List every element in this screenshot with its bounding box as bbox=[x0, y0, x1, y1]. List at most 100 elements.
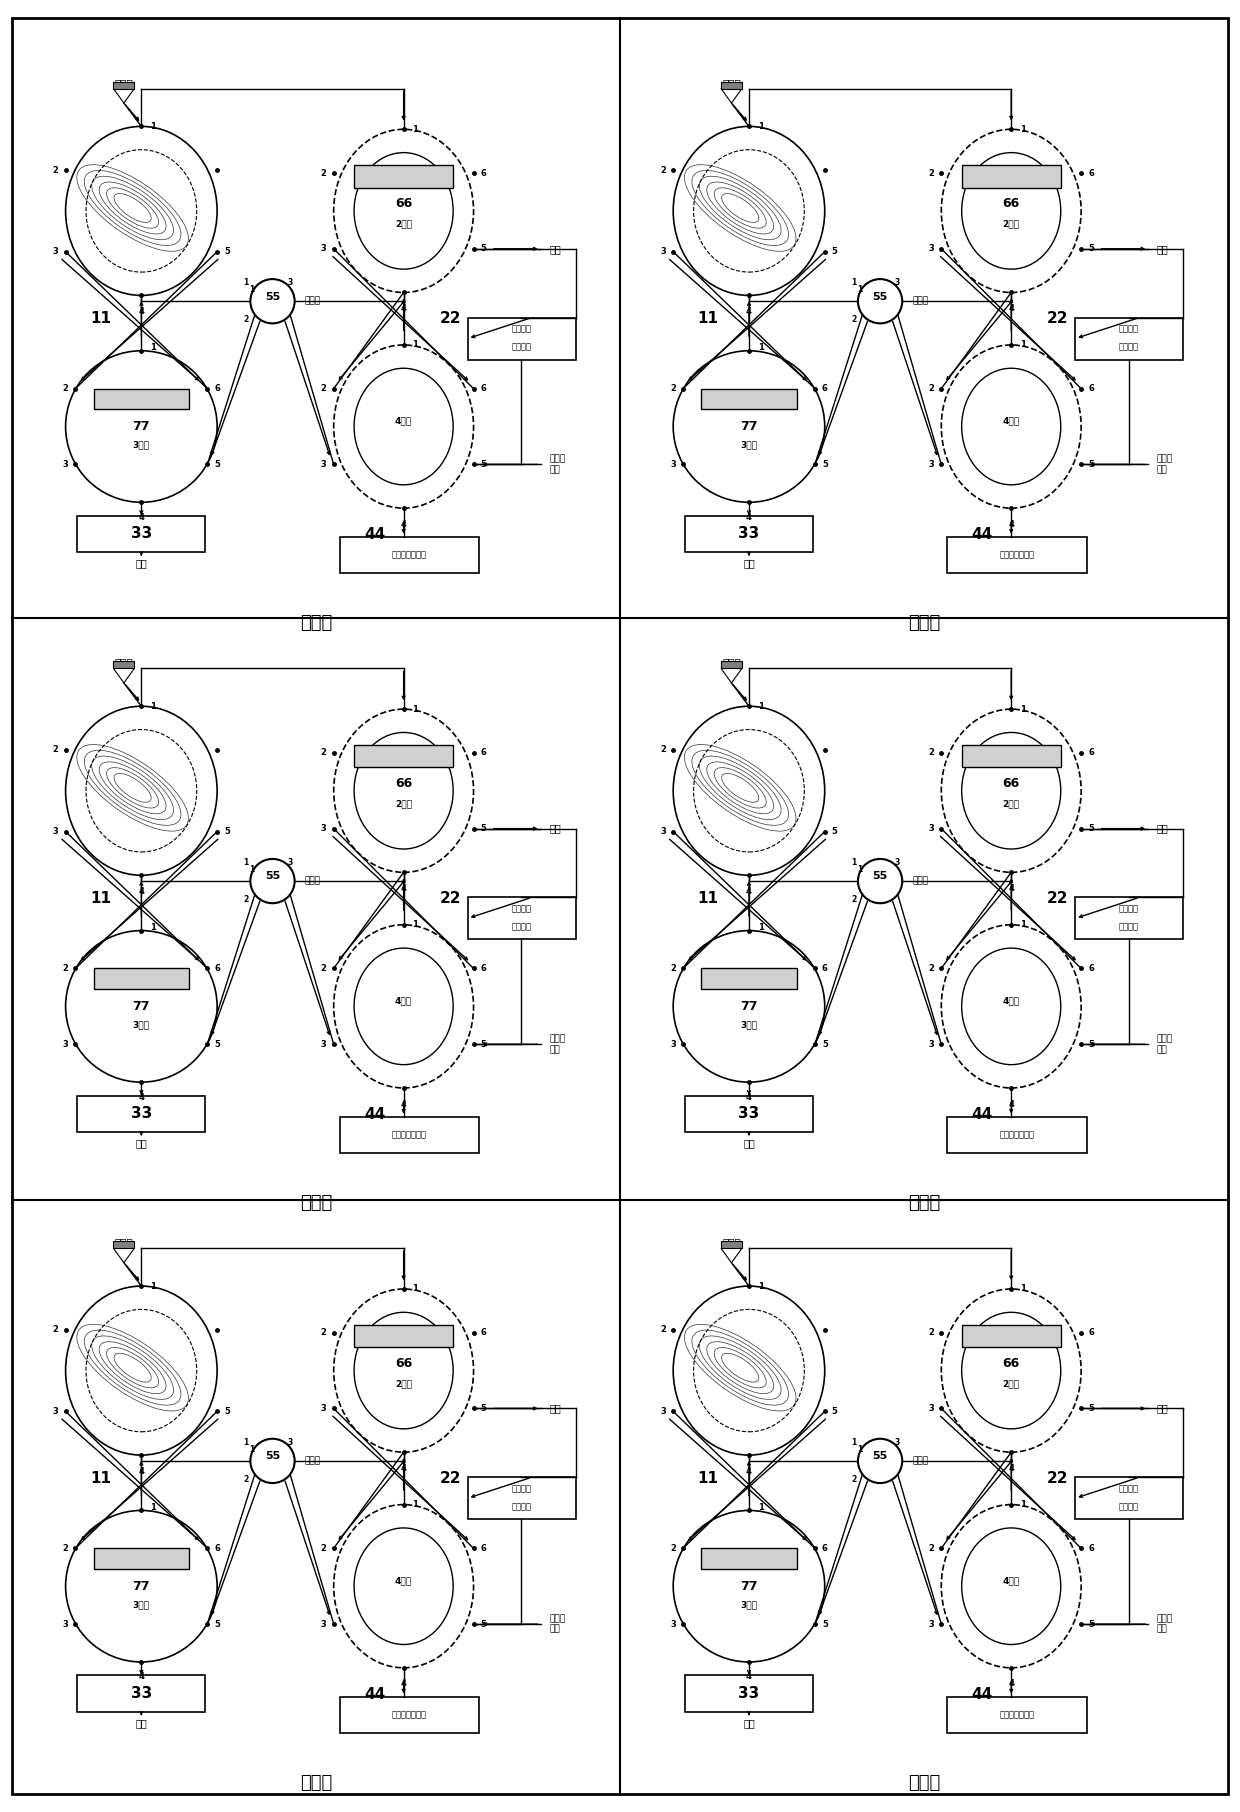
Text: 77: 77 bbox=[740, 420, 758, 433]
Text: 1: 1 bbox=[413, 920, 418, 930]
Text: 44: 44 bbox=[363, 1687, 386, 1701]
Circle shape bbox=[858, 859, 903, 902]
Text: 22: 22 bbox=[1047, 312, 1069, 326]
Text: 2: 2 bbox=[243, 315, 249, 324]
Text: 1: 1 bbox=[758, 701, 764, 710]
Text: 液相采
流路: 液相采 流路 bbox=[1157, 1614, 1173, 1634]
Text: 6: 6 bbox=[1089, 384, 1094, 393]
Text: 5: 5 bbox=[481, 460, 486, 469]
Text: 在线固相: 在线固相 bbox=[511, 324, 532, 333]
Bar bbox=[720, 82, 742, 89]
Text: 2号阀: 2号阀 bbox=[1003, 219, 1019, 228]
Text: 11: 11 bbox=[698, 1471, 719, 1486]
Text: 22: 22 bbox=[439, 1471, 461, 1486]
Text: 进样口: 进样口 bbox=[114, 658, 133, 667]
Bar bbox=[1075, 897, 1183, 939]
Text: 55: 55 bbox=[873, 872, 888, 881]
Text: 1: 1 bbox=[851, 857, 857, 866]
Text: 在线固相: 在线固相 bbox=[1118, 324, 1140, 333]
Text: 4: 4 bbox=[1008, 1680, 1014, 1689]
Text: 1: 1 bbox=[413, 705, 418, 714]
Text: 44: 44 bbox=[971, 1687, 993, 1701]
Text: 状态一: 状态一 bbox=[300, 614, 332, 632]
Text: 5: 5 bbox=[481, 1620, 486, 1629]
Text: 萃取流路: 萃取流路 bbox=[511, 922, 532, 931]
Bar bbox=[340, 1118, 480, 1152]
Text: 5: 5 bbox=[1089, 824, 1094, 834]
Text: 4: 4 bbox=[1008, 884, 1014, 893]
Text: 5: 5 bbox=[215, 460, 221, 469]
Text: 2号阀: 2号阀 bbox=[1003, 1379, 1019, 1388]
Text: 2: 2 bbox=[670, 1544, 676, 1553]
Bar bbox=[947, 1118, 1087, 1152]
Text: 6: 6 bbox=[481, 169, 486, 178]
Bar bbox=[355, 165, 453, 188]
Bar bbox=[701, 388, 797, 410]
Text: 进样口: 进样口 bbox=[114, 78, 133, 87]
Text: 5: 5 bbox=[1089, 1040, 1094, 1049]
Text: 2: 2 bbox=[53, 1325, 58, 1334]
Bar bbox=[467, 1477, 575, 1518]
Text: 5: 5 bbox=[224, 246, 229, 255]
Text: 液相采
流路: 液相采 流路 bbox=[1157, 1035, 1173, 1055]
Text: 液相色谱质谱仪: 液相色谱质谱仪 bbox=[999, 1131, 1034, 1140]
Text: 2: 2 bbox=[929, 169, 934, 178]
Text: 11: 11 bbox=[91, 892, 112, 906]
Text: 1: 1 bbox=[249, 864, 254, 873]
Text: 3: 3 bbox=[63, 460, 68, 469]
Text: 22: 22 bbox=[1047, 892, 1069, 906]
Text: 3: 3 bbox=[63, 1040, 68, 1049]
Text: 1: 1 bbox=[150, 342, 156, 352]
Text: 排废: 排废 bbox=[549, 245, 560, 254]
Text: 状态四: 状态四 bbox=[908, 1194, 940, 1212]
Bar bbox=[113, 661, 134, 669]
Text: 22: 22 bbox=[439, 312, 461, 326]
Text: 3: 3 bbox=[288, 857, 293, 866]
Text: 混合器: 混合器 bbox=[913, 297, 929, 306]
Text: 2: 2 bbox=[661, 165, 666, 174]
Text: 5: 5 bbox=[832, 826, 837, 835]
Bar bbox=[720, 661, 742, 669]
Text: 6: 6 bbox=[481, 384, 486, 393]
Text: 3: 3 bbox=[895, 277, 900, 286]
Text: 2: 2 bbox=[62, 384, 68, 393]
Bar bbox=[340, 538, 480, 573]
Text: 2: 2 bbox=[661, 1325, 666, 1334]
Text: 3: 3 bbox=[321, 1620, 326, 1629]
Text: 进样口: 进样口 bbox=[722, 78, 740, 87]
Text: 2: 2 bbox=[851, 1475, 857, 1484]
Text: 液相采
流路: 液相采 流路 bbox=[1157, 455, 1173, 475]
Bar bbox=[684, 1676, 813, 1712]
Text: 5: 5 bbox=[481, 245, 486, 254]
Text: 11: 11 bbox=[698, 312, 719, 326]
Text: 状态六: 状态六 bbox=[908, 1774, 940, 1792]
Text: 萃取流路: 萃取流路 bbox=[1118, 342, 1140, 352]
Text: 3: 3 bbox=[53, 826, 58, 835]
Text: 6: 6 bbox=[481, 964, 486, 973]
Text: 4: 4 bbox=[139, 1466, 144, 1475]
Text: 55: 55 bbox=[873, 292, 888, 301]
Text: 混合器: 混合器 bbox=[305, 297, 321, 306]
Bar bbox=[467, 317, 575, 359]
Text: 4号阀: 4号阀 bbox=[396, 1576, 412, 1586]
Text: 3号阀: 3号阀 bbox=[133, 1020, 150, 1029]
Text: 萃取流路: 萃取流路 bbox=[1118, 1502, 1140, 1511]
Text: 66: 66 bbox=[396, 777, 412, 790]
Bar bbox=[1075, 317, 1183, 359]
Text: 1: 1 bbox=[857, 284, 862, 294]
Text: 2: 2 bbox=[670, 964, 676, 973]
Bar bbox=[684, 1096, 813, 1132]
Text: 3: 3 bbox=[671, 1620, 676, 1629]
Text: 1: 1 bbox=[758, 121, 764, 130]
Text: 1: 1 bbox=[243, 277, 249, 286]
Text: 3号阀: 3号阀 bbox=[133, 1600, 150, 1609]
Text: 1: 1 bbox=[851, 277, 857, 286]
Bar bbox=[93, 1547, 190, 1569]
Text: 2: 2 bbox=[53, 745, 58, 754]
Text: 萃取流路: 萃取流路 bbox=[511, 1502, 532, 1511]
Text: 进样口: 进样口 bbox=[722, 658, 740, 667]
Text: 2: 2 bbox=[243, 895, 249, 904]
Text: 2: 2 bbox=[929, 964, 934, 973]
Text: 2: 2 bbox=[62, 964, 68, 973]
Text: 2: 2 bbox=[851, 895, 857, 904]
